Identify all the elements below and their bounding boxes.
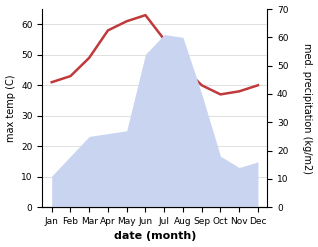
Y-axis label: max temp (C): max temp (C) <box>5 74 16 142</box>
X-axis label: date (month): date (month) <box>114 231 196 242</box>
Y-axis label: med. precipitation (kg/m2): med. precipitation (kg/m2) <box>302 43 313 174</box>
